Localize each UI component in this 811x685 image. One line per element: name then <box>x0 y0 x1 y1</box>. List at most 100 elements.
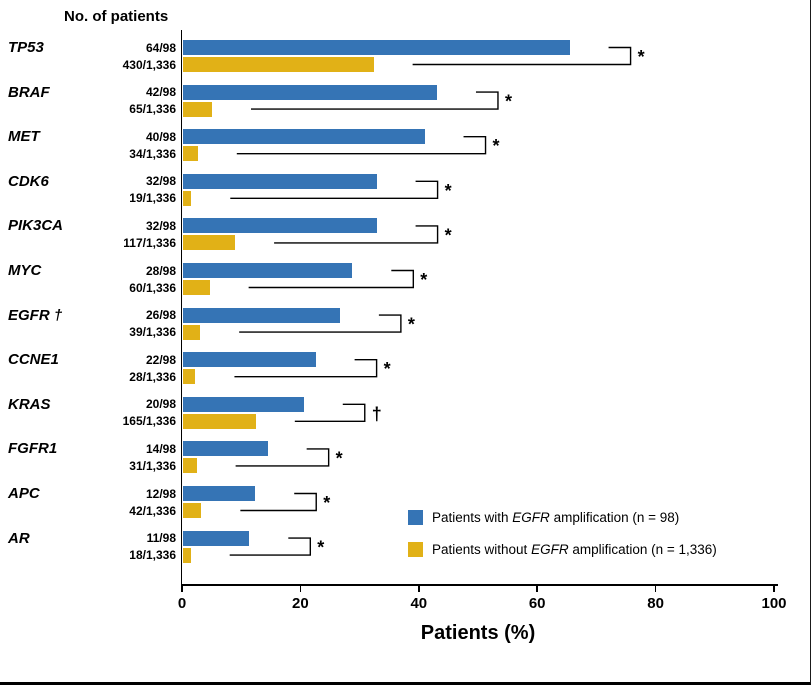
bar-with-amplification <box>183 173 377 189</box>
patient-count-without-amplification: 65/1,336 <box>129 102 176 117</box>
significance-marker: * <box>336 448 343 468</box>
gene-label: CCNE1 <box>8 351 59 369</box>
significance-marker: * <box>493 136 500 156</box>
bar-without-amplification <box>183 413 256 429</box>
x-axis-tick <box>773 584 775 592</box>
gene-label: CDK6 <box>8 172 49 190</box>
bar-without-amplification <box>183 280 210 295</box>
patient-count-without-amplification: 28/1,336 <box>129 369 176 384</box>
bar-without-amplification <box>183 369 196 385</box>
gene-label: AR <box>8 529 30 547</box>
bar-with-amplification <box>183 396 304 412</box>
x-axis-tick-label: 60 <box>528 595 546 612</box>
x-axis-tick <box>536 584 538 592</box>
significance-marker: * <box>323 493 330 513</box>
x-axis-tick <box>299 584 302 592</box>
patient-count-with-amplification: 14/98 <box>145 441 176 456</box>
x-axis-tick-label: 100 <box>761 595 787 612</box>
gene-label: PIK3CA <box>8 217 64 235</box>
bar-without-amplification <box>183 146 198 162</box>
bar-without-amplification <box>183 190 192 206</box>
legend-label-suffix: amplification (n = 1,336) <box>568 542 717 557</box>
patient-count-with-amplification: 20/98 <box>145 397 176 412</box>
patient-count-with-amplification: 12/98 <box>145 486 176 501</box>
patient-count-without-amplification: 18/1,336 <box>129 548 176 563</box>
legend-swatch-with-amplification <box>408 510 423 525</box>
patient-count-with-amplification: 42/98 <box>145 85 176 100</box>
patient-count-without-amplification: 60/1,336 <box>129 280 176 295</box>
legend-label-suffix: amplification (n = 98) <box>549 510 680 525</box>
patient-count-with-amplification: 40/98 <box>145 129 176 144</box>
patient-count-without-amplification: 19/1,336 <box>129 191 176 206</box>
patient-count-with-amplification: 32/98 <box>145 218 176 233</box>
legend: Patients with EGFR amplification (n = 98… <box>408 510 717 574</box>
bar-without-amplification <box>183 503 202 518</box>
significance-marker: * <box>408 315 415 335</box>
significance-marker: * <box>445 181 452 201</box>
bar-without-amplification <box>183 101 212 117</box>
x-axis-tick-label: 80 <box>647 595 664 612</box>
bar-without-amplification <box>183 324 201 340</box>
legend-swatch-without-amplification <box>408 542 423 557</box>
bar-with-amplification <box>183 218 377 234</box>
patient-count-without-amplification: 430/1,336 <box>122 57 176 72</box>
bar-with-amplification <box>183 307 340 323</box>
patient-count-without-amplification: 165/1,336 <box>122 414 176 429</box>
gene-label: MET <box>8 128 40 146</box>
bar-with-amplification <box>183 441 268 457</box>
gene-label: TP53 <box>8 39 44 56</box>
legend-gene-name: EGFR <box>512 510 550 525</box>
bar-with-amplification <box>183 352 316 368</box>
patient-count-with-amplification: 22/98 <box>145 352 176 367</box>
patient-count-without-amplification: 42/1,336 <box>129 503 176 518</box>
significance-marker: * <box>638 47 645 67</box>
legend-item-without-amplification: Patients without EGFR amplification (n =… <box>408 542 717 557</box>
bar-without-amplification <box>183 235 236 251</box>
x-axis-tick <box>181 584 183 592</box>
patient-count-without-amplification: 117/1,336 <box>123 235 176 250</box>
bar-with-amplification <box>183 486 256 501</box>
legend-item-with-amplification: Patients with EGFR amplification (n = 98… <box>408 510 717 525</box>
legend-label: Patients without EGFR amplification (n =… <box>432 542 717 557</box>
gene-label: APC <box>8 485 40 502</box>
gene-label: MYC <box>8 262 42 279</box>
patient-count-with-amplification: 64/98 <box>145 40 176 55</box>
x-axis-tick <box>418 584 420 592</box>
x-axis-tick <box>654 584 657 592</box>
x-axis-title: Patients (%) <box>420 622 536 644</box>
legend-label-prefix: Patients with <box>432 510 513 525</box>
patient-count-with-amplification: 28/98 <box>145 263 176 278</box>
significance-marker: * <box>505 92 512 112</box>
patient-count-without-amplification: 39/1,336 <box>129 325 176 340</box>
gene-label: KRAS <box>8 395 51 413</box>
patient-count-with-amplification: 26/98 <box>145 308 176 323</box>
bar-without-amplification <box>183 547 191 563</box>
patient-count-with-amplification: 32/98 <box>145 174 176 189</box>
left-column-header: No. of patients <box>64 8 169 25</box>
significance-marker: * <box>445 225 452 245</box>
significance-marker: * <box>317 538 324 558</box>
legend-label-prefix: Patients without <box>432 542 532 557</box>
patient-count-without-amplification: 34/1,336 <box>129 146 176 161</box>
bar-with-amplification <box>183 84 437 100</box>
significance-marker: * <box>420 270 427 290</box>
x-axis-tick-label: 20 <box>292 595 309 612</box>
gene-label: EGFR † <box>8 306 63 324</box>
significance-marker: † <box>372 404 382 424</box>
significance-bracket <box>294 403 366 422</box>
x-axis <box>180 584 778 586</box>
bar-with-amplification <box>183 129 425 145</box>
bar-with-amplification <box>183 40 570 55</box>
patient-count-with-amplification: 11/98 <box>146 531 176 546</box>
legend-label: Patients with EGFR amplification (n = 98… <box>432 510 679 525</box>
significance-marker: * <box>384 359 391 379</box>
bar-with-amplification <box>183 263 353 278</box>
bar-without-amplification <box>183 458 197 474</box>
x-axis-tick-label: 0 <box>177 595 187 612</box>
bar-without-amplification <box>183 57 374 72</box>
patient-count-without-amplification: 31/1,336 <box>129 458 176 473</box>
gene-label: FGFR1 <box>8 440 58 458</box>
gene-label: BRAF <box>8 83 50 101</box>
bar-with-amplification <box>183 530 250 546</box>
